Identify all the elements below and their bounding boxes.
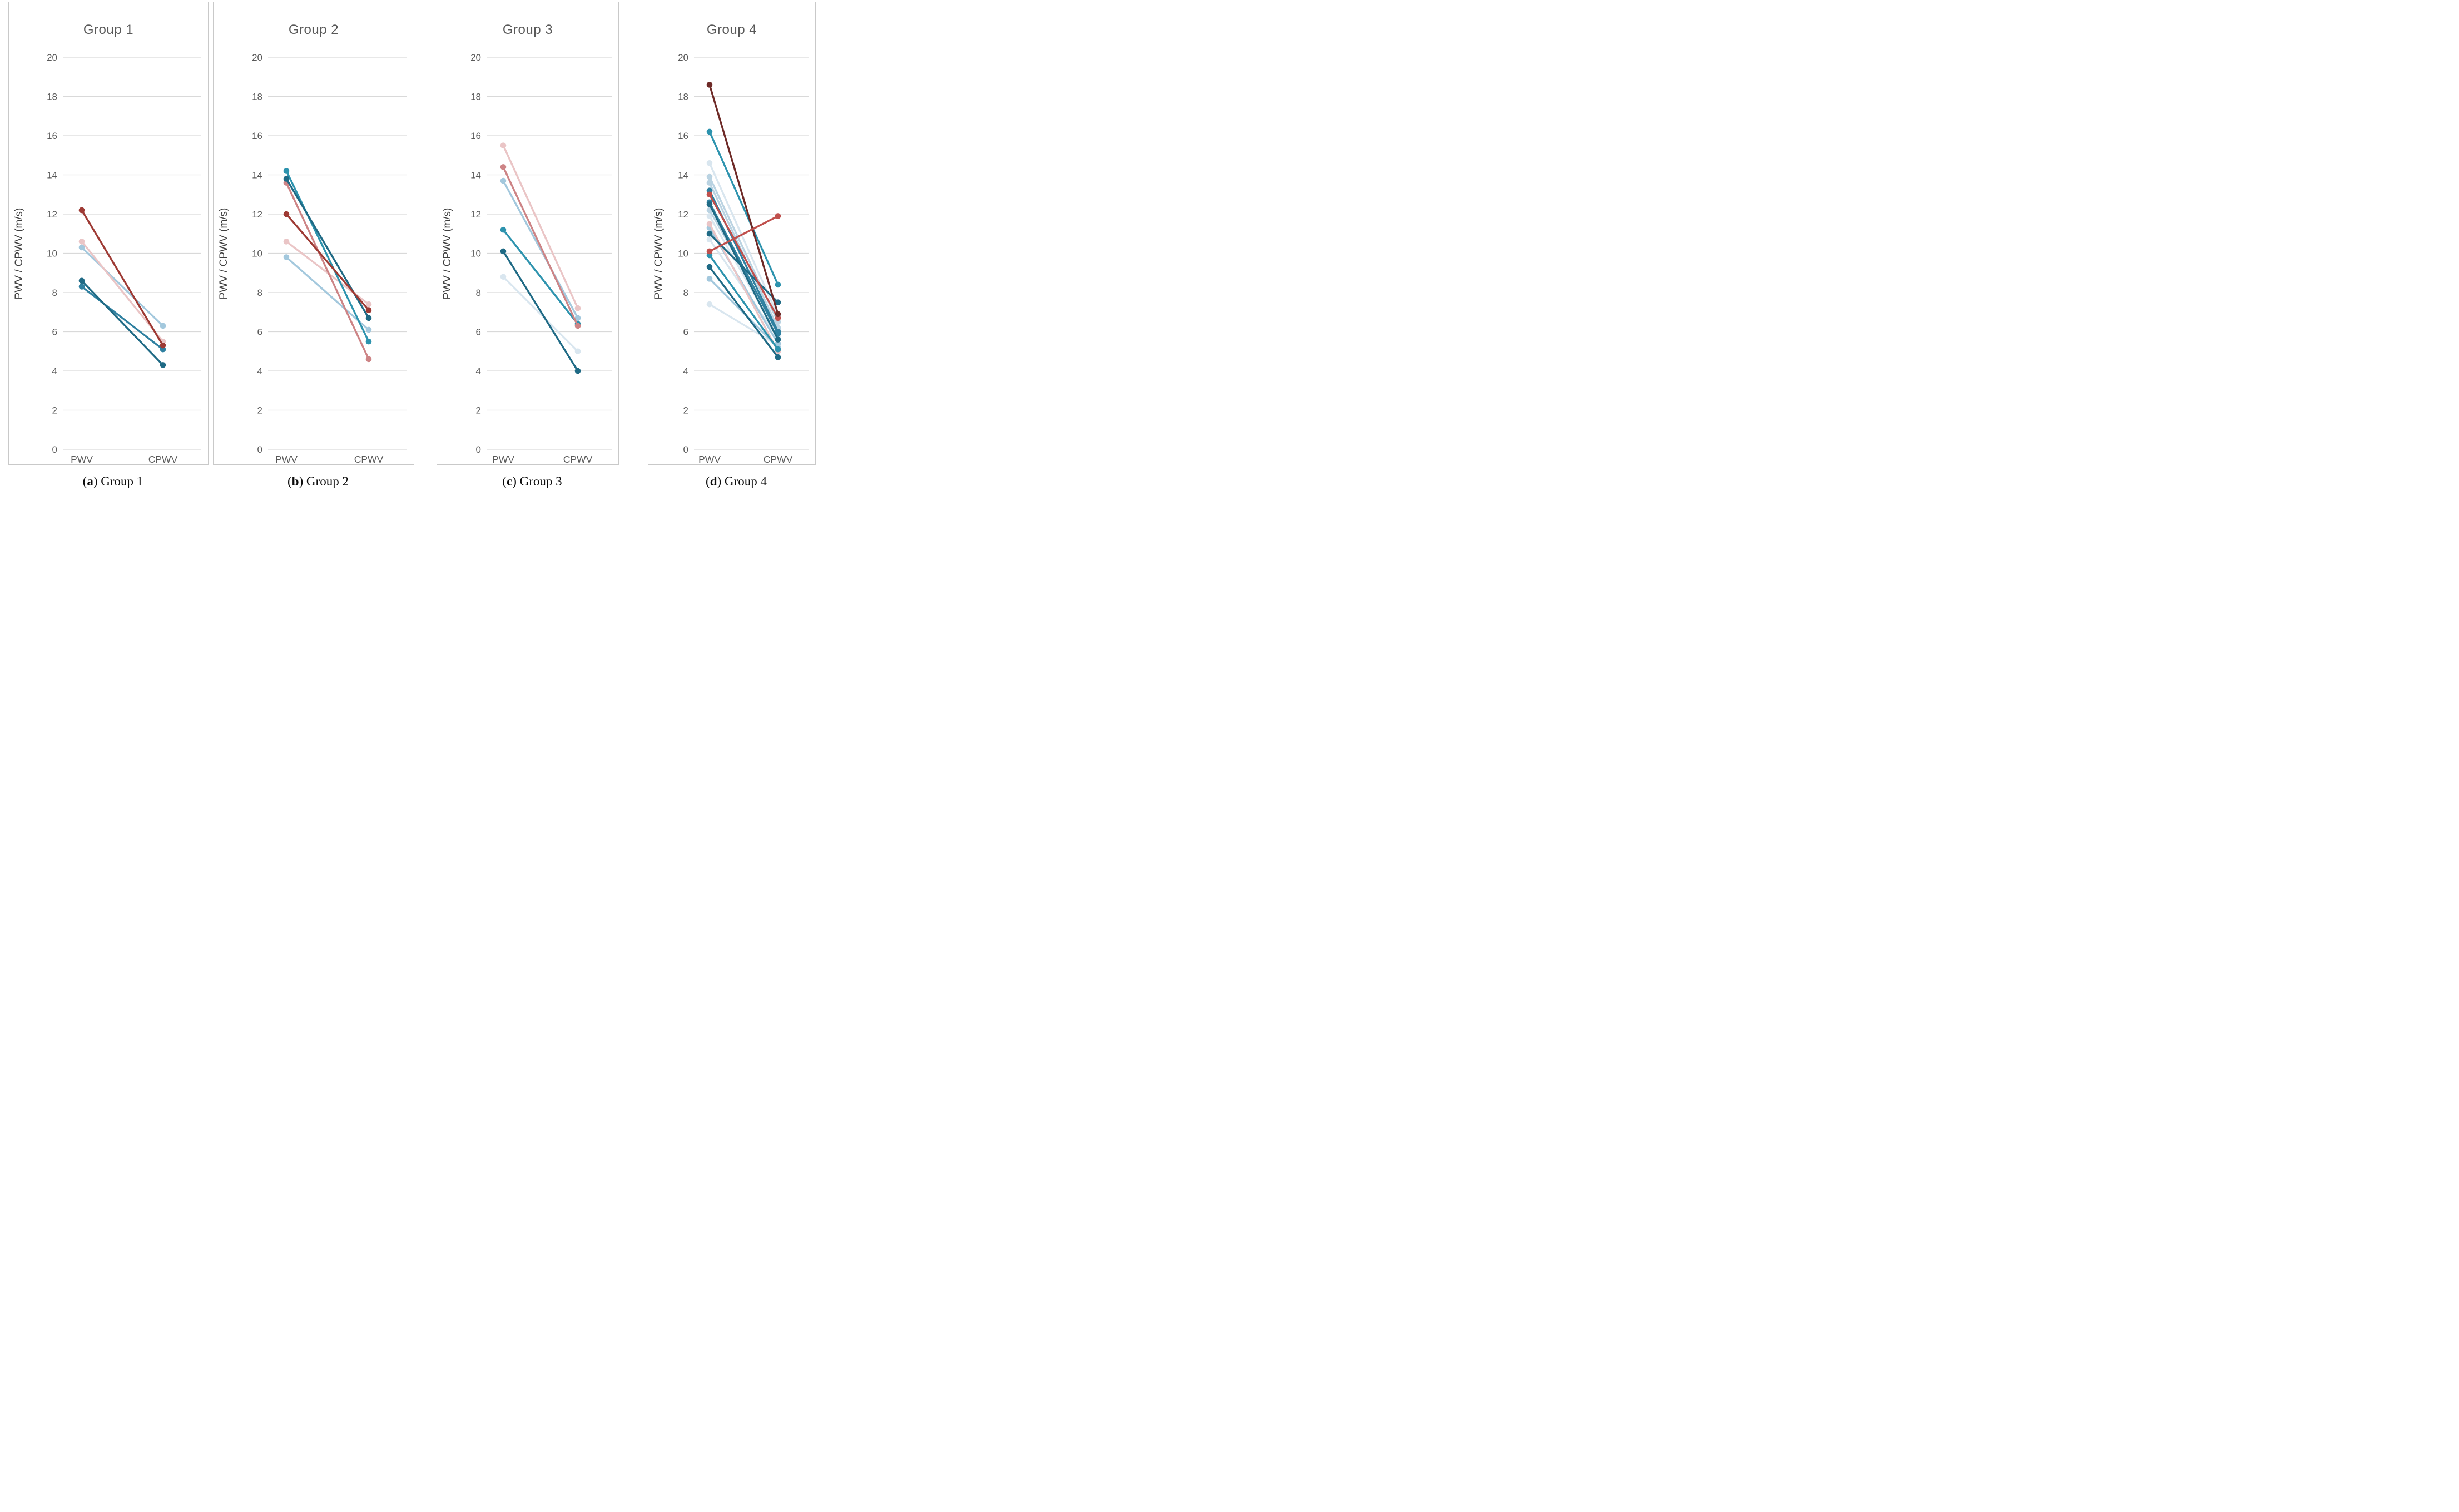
- svg-text:PWV / CPWV (m/s): PWV / CPWV (m/s): [442, 208, 453, 300]
- svg-text:14: 14: [47, 170, 57, 181]
- svg-text:20: 20: [678, 52, 688, 63]
- svg-text:14: 14: [470, 170, 481, 181]
- svg-text:10: 10: [47, 249, 57, 259]
- panel-title: Group 1: [83, 22, 134, 37]
- slope-chart-group-1: 0 2 4 6 8 10 12 14 16 18 20 PWV CPWV PWV / CPWV (m/s): [13, 52, 201, 464]
- svg-text:10: 10: [678, 249, 688, 259]
- svg-text:2: 2: [257, 405, 262, 416]
- caption-a: (a) Group 1: [82, 474, 143, 488]
- svg-text:12: 12: [47, 209, 57, 220]
- svg-text:PWV: PWV: [71, 454, 93, 464]
- svg-text:16: 16: [47, 131, 57, 141]
- svg-text:18: 18: [252, 92, 262, 102]
- caption-d: (d) Group 4: [706, 474, 767, 488]
- svg-text:0: 0: [52, 444, 57, 455]
- slope-chart-group-4: 0 2 4 6 8 10 12 14 16 18 20 PWV CPWV PWV / CPWV (m/s): [653, 52, 809, 464]
- svg-text:8: 8: [257, 287, 262, 298]
- svg-text:10: 10: [470, 249, 481, 259]
- svg-text:CPWV: CPWV: [563, 454, 593, 464]
- svg-text:PWV: PWV: [492, 454, 514, 464]
- svg-text:16: 16: [470, 131, 481, 141]
- panel-title: Group 2: [288, 22, 339, 37]
- svg-text:8: 8: [476, 287, 481, 298]
- svg-text:20: 20: [47, 52, 57, 63]
- svg-text:0: 0: [257, 444, 262, 455]
- svg-text:4: 4: [476, 366, 481, 376]
- caption-text: Group 4: [721, 474, 767, 488]
- svg-text:6: 6: [476, 327, 481, 338]
- svg-text:10: 10: [252, 249, 262, 259]
- slope-chart-group-3: 0 2 4 6 8 10 12 14 16 18 20 PWV CPWV PWV / CPWV (m/s): [442, 52, 612, 464]
- panel-group-3: Group 3 0 2 4 6 8 10 12 14 16 18 20 PWV CPWV PWV / CP…: [437, 2, 619, 465]
- svg-text:16: 16: [252, 131, 262, 141]
- svg-text:4: 4: [683, 366, 688, 376]
- caption-letter: a: [87, 474, 93, 488]
- svg-text:18: 18: [47, 92, 57, 102]
- svg-text:8: 8: [52, 287, 57, 298]
- svg-text:12: 12: [252, 209, 262, 220]
- svg-text:2: 2: [683, 405, 688, 416]
- svg-text:16: 16: [678, 131, 688, 141]
- caption-text: Group 1: [97, 474, 143, 488]
- panel-group-1: Group 1 0 2 4 6 8 10 12 14 16 18 20 PWV CPWV PWV / CP…: [8, 2, 209, 465]
- svg-text:CPWV: CPWV: [764, 454, 793, 464]
- svg-text:PWV: PWV: [275, 454, 298, 464]
- svg-text:20: 20: [470, 52, 481, 63]
- svg-text:CPWV: CPWV: [148, 454, 178, 464]
- svg-text:PWV / CPWV (m/s): PWV / CPWV (m/s): [653, 208, 665, 300]
- figure-four-panel-slope-charts: Group 1 0 2 4 6 8 10 12 14 16 18 20 PWV CPWV PWV / CP…: [0, 0, 820, 504]
- slope-chart-group-2: 0 2 4 6 8 10 12 14 16 18 20 PWV CPWV PWV / CPWV (m/s): [218, 52, 407, 464]
- caption-letter: c: [507, 474, 513, 488]
- caption-b: (b) Group 2: [287, 474, 349, 488]
- caption-letter: d: [710, 474, 717, 488]
- svg-text:4: 4: [52, 366, 57, 376]
- caption-text: Group 3: [516, 474, 562, 488]
- svg-text:8: 8: [683, 287, 688, 298]
- svg-text:PWV: PWV: [698, 454, 721, 464]
- panel-group-2: Group 2 0 2 4 6 8 10 12 14 16 18 20 PWV CPWV PWV / CP…: [213, 2, 414, 465]
- svg-text:14: 14: [678, 170, 688, 181]
- svg-text:6: 6: [683, 327, 688, 338]
- svg-text:18: 18: [470, 92, 481, 102]
- svg-text:0: 0: [476, 444, 481, 455]
- svg-text:PWV / CPWV (m/s): PWV / CPWV (m/s): [13, 208, 25, 300]
- svg-text:12: 12: [678, 209, 688, 220]
- caption-letter: b: [291, 474, 299, 488]
- svg-text:0: 0: [683, 444, 688, 455]
- svg-text:PWV / CPWV (m/s): PWV / CPWV (m/s): [218, 208, 230, 300]
- svg-text:14: 14: [252, 170, 262, 181]
- panel-group-4: Group 4 0 2 4 6 8 10 12 14 16 18 20 PWV CPWV PWV / CP…: [648, 2, 816, 465]
- svg-text:20: 20: [252, 52, 262, 63]
- svg-text:6: 6: [52, 327, 57, 338]
- svg-text:CPWV: CPWV: [354, 454, 384, 464]
- svg-text:18: 18: [678, 92, 688, 102]
- svg-text:12: 12: [470, 209, 481, 220]
- svg-text:4: 4: [257, 366, 262, 376]
- svg-text:6: 6: [257, 327, 262, 338]
- caption-text: Group 2: [303, 474, 349, 488]
- svg-text:2: 2: [52, 405, 57, 416]
- caption-c: (c) Group 3: [502, 474, 562, 488]
- svg-text:2: 2: [476, 405, 481, 416]
- panel-title: Group 3: [502, 22, 553, 37]
- panel-title: Group 4: [706, 22, 757, 37]
